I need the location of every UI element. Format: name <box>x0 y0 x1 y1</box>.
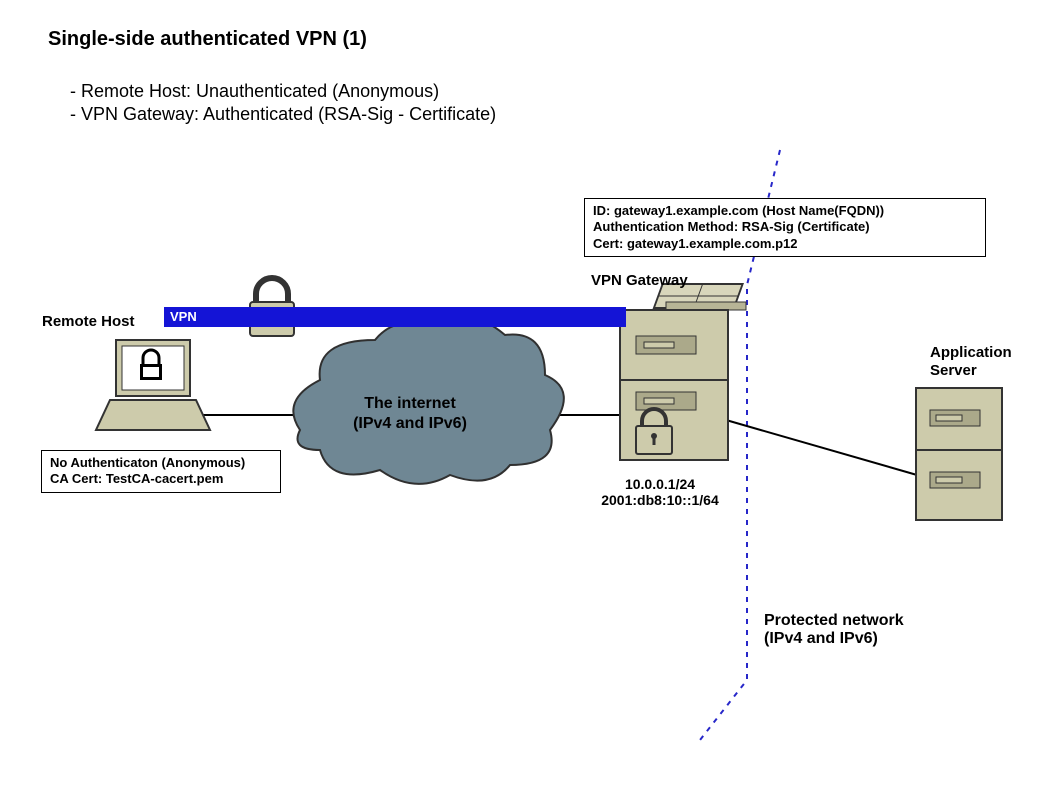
gateway-icon <box>620 284 746 460</box>
gateway-info-line3: Cert: gateway1.example.com.p12 <box>593 236 977 252</box>
app-server-label-1: Application <box>930 344 1012 361</box>
protected-network-label: Protected network (IPv4 and IPv6) <box>764 612 904 648</box>
gateway-info-box: ID: gateway1.example.com (Host Name(FQDN… <box>584 198 986 257</box>
cloud-icon: The internet (IPv4 and IPv6) <box>293 317 564 484</box>
remote-info-box: No Authenticaton (Anonymous) CA Cert: Te… <box>41 450 281 493</box>
gateway-ip-line1: 10.0.0.1/24 <box>580 476 740 492</box>
network-svg: The internet (IPv4 and IPv6) <box>0 0 1058 794</box>
protected-line2: (IPv4 and IPv6) <box>764 630 904 648</box>
cloud-text-2: (IPv4 and IPv6) <box>353 415 467 432</box>
vpn-gateway-label: VPN Gateway <box>591 272 688 289</box>
app-server-label-2: Server <box>930 362 977 379</box>
gateway-info-line2: Authentication Method: RSA-Sig (Certific… <box>593 219 977 235</box>
remote-info-line2: CA Cert: TestCA-cacert.pem <box>50 471 272 487</box>
remote-host-label: Remote Host <box>42 313 135 330</box>
gateway-ip-line2: 2001:db8:10::1/64 <box>580 492 740 508</box>
protected-line1: Protected network <box>764 612 904 630</box>
gateway-ip-block: 10.0.0.1/24 2001:db8:10::1/64 <box>580 476 740 508</box>
vpn-bar-label: VPN <box>170 309 197 324</box>
app-server-icon <box>916 388 1002 520</box>
remote-info-line1: No Authenticaton (Anonymous) <box>50 455 272 471</box>
edge-gateway-app <box>726 420 917 475</box>
cloud-text-1: The internet <box>364 395 456 412</box>
diagram-stage: Single-side authenticated VPN (1) - Remo… <box>0 0 1058 794</box>
vpn-tunnel-bar: VPN <box>164 307 626 327</box>
laptop-icon <box>96 340 210 430</box>
gateway-info-line1: ID: gateway1.example.com (Host Name(FQDN… <box>593 203 977 219</box>
